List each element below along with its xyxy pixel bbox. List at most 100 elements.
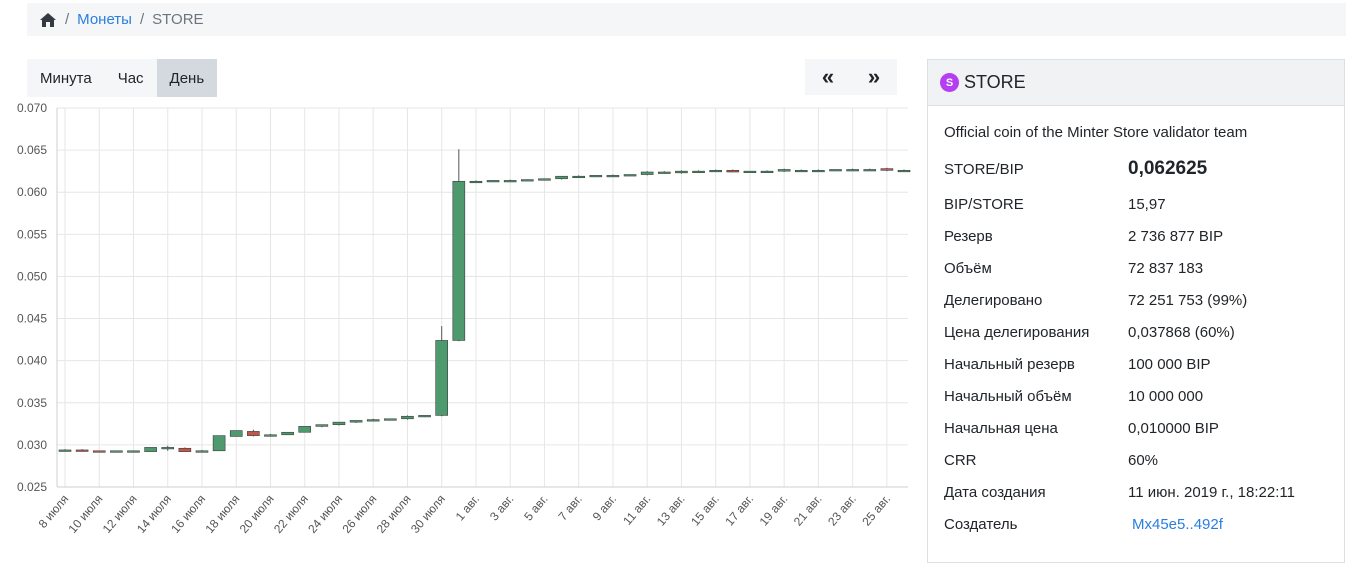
candle-body[interactable] bbox=[298, 426, 312, 433]
x-tick-label: 30 июля bbox=[408, 492, 448, 536]
x-tick-label: 3 авг. bbox=[487, 492, 517, 523]
candle-body[interactable] bbox=[366, 419, 380, 422]
candle-body[interactable] bbox=[144, 447, 157, 452]
x-tick-label: 22 июля bbox=[271, 492, 311, 536]
candle-body[interactable] bbox=[606, 175, 620, 178]
y-tick-label: 0.040 bbox=[17, 354, 47, 368]
candle-body[interactable] bbox=[229, 430, 243, 437]
info-row: Начальный резерв 100 000 BIP bbox=[944, 352, 1211, 376]
candle-body[interactable] bbox=[384, 418, 397, 421]
candle-body[interactable] bbox=[692, 170, 705, 173]
info-label: Начальный резерв bbox=[944, 355, 1075, 373]
y-tick-label: 0.065 bbox=[17, 143, 47, 157]
y-tick-label: 0.055 bbox=[17, 227, 47, 241]
candle-body[interactable] bbox=[760, 170, 774, 173]
coin-card-header: S STORE bbox=[928, 60, 1344, 106]
info-value: 0,037868 (60%) bbox=[1128, 323, 1235, 341]
info-row: Начальная цена 0,010000 BIP bbox=[944, 416, 1219, 440]
info-label: Резерв bbox=[944, 227, 993, 245]
y-tick-label: 0.060 bbox=[17, 185, 47, 199]
candle-body[interactable] bbox=[777, 169, 791, 172]
x-tick-label: 21 авг. bbox=[791, 492, 825, 529]
candle-body[interactable] bbox=[572, 175, 585, 179]
y-tick-label: 0.070 bbox=[17, 101, 47, 115]
breadcrumb-separator: / bbox=[65, 11, 70, 28]
candle-body[interactable] bbox=[332, 421, 346, 425]
candle-body[interactable] bbox=[812, 170, 825, 173]
info-value: 72 837 183 bbox=[1128, 259, 1204, 277]
candle-body[interactable] bbox=[264, 434, 277, 437]
candle-body[interactable] bbox=[726, 170, 740, 173]
chart-navigation: « » bbox=[805, 59, 897, 95]
breadcrumb-link-coins[interactable]: Монеты bbox=[77, 11, 132, 28]
y-tick-label: 0.035 bbox=[17, 396, 47, 410]
candle-body[interactable] bbox=[709, 170, 722, 173]
candle-body[interactable] bbox=[281, 431, 294, 436]
candle-body[interactable] bbox=[247, 431, 260, 436]
candle-body[interactable] bbox=[589, 175, 603, 178]
candle-body[interactable] bbox=[178, 447, 192, 452]
x-tick-label: 23 авг. bbox=[825, 492, 859, 529]
x-tick-label: 25 авг. bbox=[859, 492, 893, 529]
x-tick-label: 7 авг. bbox=[555, 492, 585, 523]
x-tick-label: 14 июля bbox=[134, 492, 174, 536]
candle-body[interactable] bbox=[829, 169, 842, 172]
candle-body[interactable] bbox=[469, 180, 483, 184]
candle-body[interactable] bbox=[555, 175, 568, 180]
candle-body[interactable] bbox=[75, 449, 89, 452]
info-row: Цена делегирования 0,037868 (60%) bbox=[944, 320, 1235, 344]
candle-body[interactable] bbox=[435, 340, 449, 416]
candle-body[interactable] bbox=[623, 174, 637, 177]
period-button-minute[interactable]: Минута bbox=[40, 69, 92, 87]
info-value: 60% bbox=[1128, 451, 1159, 469]
candle-body[interactable] bbox=[880, 168, 894, 171]
candle-body[interactable] bbox=[212, 435, 226, 452]
candle-body[interactable] bbox=[418, 415, 431, 418]
candle-body[interactable] bbox=[897, 170, 911, 173]
x-tick-label: 26 июля bbox=[339, 492, 379, 536]
next-period-button[interactable]: » bbox=[867, 64, 881, 89]
candle-body[interactable] bbox=[92, 450, 106, 453]
x-tick-label: 17 авг. bbox=[722, 492, 756, 529]
x-tick-label: 20 июля bbox=[237, 492, 277, 536]
home-icon[interactable] bbox=[39, 12, 57, 28]
candle-body[interactable] bbox=[863, 169, 877, 172]
x-tick-label: 12 июля bbox=[100, 492, 140, 536]
candle-body[interactable] bbox=[640, 171, 654, 175]
candle-body[interactable] bbox=[743, 170, 757, 173]
info-row: Делегировано 72 251 753 (99%) bbox=[944, 288, 1247, 312]
candle-body[interactable] bbox=[503, 180, 517, 183]
candle-body[interactable] bbox=[127, 450, 140, 453]
info-value: 11 июн. 2019 г., 18:22:11 bbox=[1128, 483, 1295, 501]
info-row: Дата создания 11 июн. 2019 г., 18:22:11 bbox=[944, 480, 1295, 504]
x-tick-label: 11 авг. bbox=[620, 492, 653, 528]
x-tick-label: 18 июля bbox=[202, 492, 242, 536]
info-label: CRR bbox=[944, 451, 977, 469]
candle-body[interactable] bbox=[401, 415, 414, 420]
candle-body[interactable] bbox=[794, 170, 808, 173]
period-button-hour[interactable]: Час bbox=[117, 69, 144, 87]
breadcrumb-separator: / bbox=[139, 11, 145, 28]
x-tick-label: 13 авг. bbox=[654, 492, 688, 529]
candle-body[interactable] bbox=[521, 179, 534, 182]
candle-body[interactable] bbox=[657, 171, 671, 174]
prev-period-button[interactable]: « bbox=[821, 64, 835, 89]
candle-body[interactable] bbox=[315, 424, 329, 427]
candle-body[interactable] bbox=[538, 178, 551, 181]
x-tick-label: 5 авг. bbox=[521, 492, 551, 523]
creator-address-link[interactable]: Mx45e5..492f bbox=[1132, 515, 1223, 533]
candle-body[interactable] bbox=[675, 170, 688, 174]
y-tick-label: 0.050 bbox=[17, 269, 47, 283]
candle-body[interactable] bbox=[846, 169, 859, 172]
candle-body[interactable] bbox=[486, 180, 500, 183]
price-candlestick-chart[interactable]: 0.025 0.030 0.035 0.040 0.045 0.050 0.055 0.060… bbox=[0, 97, 915, 567]
candle-body[interactable] bbox=[349, 420, 363, 423]
candle-body[interactable] bbox=[58, 449, 72, 452]
info-label: Цена делегирования bbox=[944, 323, 1090, 341]
candle-body[interactable] bbox=[195, 450, 209, 453]
period-selector: Минута Час День bbox=[27, 59, 218, 97]
period-button-day[interactable]: День bbox=[156, 59, 218, 97]
candle-body[interactable] bbox=[452, 180, 466, 341]
candle-body[interactable] bbox=[161, 447, 175, 450]
candle-body[interactable] bbox=[110, 450, 123, 453]
